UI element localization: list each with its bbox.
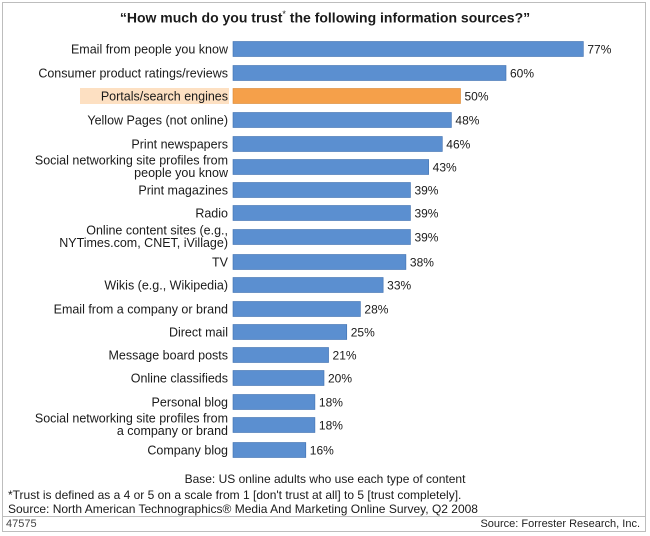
category-label-1: Email from people you know xyxy=(71,43,229,57)
survey-source-note: Source: North American Technographics® M… xyxy=(8,502,478,516)
bar-6 xyxy=(232,159,429,175)
value-label-9: 39% xyxy=(414,231,438,245)
category-label-8: Radio xyxy=(195,207,228,221)
category-label-4: Yellow Pages (not online) xyxy=(87,114,228,128)
bar-1 xyxy=(232,41,584,57)
bar-5 xyxy=(232,136,443,152)
footer-divider xyxy=(2,516,646,517)
bar-11 xyxy=(232,277,384,293)
value-label-2: 60% xyxy=(510,67,534,81)
value-label-16: 18% xyxy=(319,396,343,410)
bar-2 xyxy=(232,65,507,81)
credit-line: Source: Forrester Research, Inc. xyxy=(480,518,640,530)
bar-4 xyxy=(232,112,452,128)
category-label-10: TV xyxy=(212,256,229,270)
bar-16 xyxy=(232,394,316,410)
bar-10 xyxy=(232,254,407,270)
category-label-9: Online content sites (e.g., NYTimes.com, … xyxy=(59,224,228,251)
value-label-5: 46% xyxy=(446,138,470,152)
category-label-13: Direct mail xyxy=(169,326,228,340)
category-label-14: Message board posts xyxy=(108,349,228,363)
category-label-17: Social networking site profiles from a co… xyxy=(35,412,228,439)
value-label-15: 20% xyxy=(328,372,352,386)
value-label-13: 25% xyxy=(351,326,375,340)
bar-15 xyxy=(232,370,325,386)
category-label-16: Personal blog xyxy=(152,396,228,410)
category-label-6: Social networking site profiles from peop… xyxy=(35,154,229,181)
category-label-5: Print newspapers xyxy=(131,138,228,152)
value-label-3: 50% xyxy=(465,90,489,104)
bar-7 xyxy=(232,182,411,198)
value-label-11: 33% xyxy=(387,279,411,293)
category-label-2: Consumer product ratings/reviews xyxy=(38,67,228,81)
category-label-3: Portals/search engines xyxy=(101,90,228,104)
base-note: Base: US online adults who use each type… xyxy=(184,472,466,486)
value-label-10: 38% xyxy=(410,256,434,270)
value-label-4: 48% xyxy=(455,114,479,128)
value-label-12: 28% xyxy=(364,303,388,317)
bar-12 xyxy=(232,301,361,317)
bar-9 xyxy=(232,229,411,245)
title-asterisk: * xyxy=(282,9,286,19)
highlight-label-background xyxy=(80,88,229,104)
value-label-6: 43% xyxy=(433,161,457,175)
bar-17 xyxy=(232,417,316,433)
chart-title: “How much do you trust* the following in… xyxy=(119,9,531,26)
figure-id: 47575 xyxy=(6,518,37,530)
bar-8 xyxy=(232,205,411,221)
value-label-8: 39% xyxy=(414,207,438,221)
category-label-7: Print magazines xyxy=(138,184,228,198)
category-label-11: Wikis (e.g., Wikipedia) xyxy=(104,279,228,293)
trust-definition-note: *Trust is defined as a 4 or 5 on a scale… xyxy=(8,488,462,502)
value-label-17: 18% xyxy=(319,419,343,433)
value-label-7: 39% xyxy=(414,184,438,198)
category-label-15: Online classifieds xyxy=(131,372,228,386)
value-label-1: 77% xyxy=(587,43,611,57)
bar-14 xyxy=(232,347,329,363)
value-label-14: 21% xyxy=(333,349,357,363)
bar-18 xyxy=(232,442,307,458)
category-label-12: Email from a company or brand xyxy=(54,303,228,317)
bar-chart: 77% Email from people you know 60% Consumer… xyxy=(35,41,612,458)
category-label-18: Company blog xyxy=(147,444,228,458)
bar-3 xyxy=(232,88,461,104)
bar-13 xyxy=(232,324,348,340)
value-label-18: 16% xyxy=(310,444,334,458)
chart-frame xyxy=(2,2,646,532)
